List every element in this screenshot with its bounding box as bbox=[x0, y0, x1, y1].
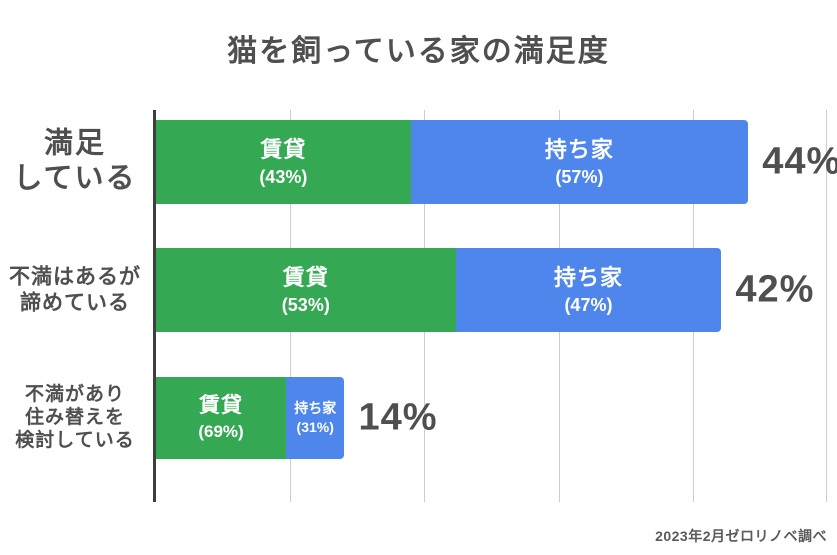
segment-percent-label: (31%) bbox=[296, 419, 334, 435]
total-percent-label: 42% bbox=[735, 268, 815, 311]
segment-name-label: 賃貸 bbox=[199, 394, 243, 418]
bar-track: 賃貸 (69%) 持ち家 (31%) 14% bbox=[156, 377, 829, 459]
stacked-bar: 賃貸 (43%) 持ち家 (57%) bbox=[156, 120, 749, 204]
category-label-satisfied: 満足 している bbox=[0, 127, 150, 198]
bar-row-satisfied: 満足 している 賃貸 (43%) 持ち家 (57%) 44% bbox=[0, 120, 837, 204]
total-percent-label: 14% bbox=[358, 396, 438, 439]
category-label-line: 住み替えを bbox=[24, 407, 125, 429]
stacked-bar: 賃貸 (53%) 持ち家 (47%) bbox=[156, 248, 722, 332]
bar-segment-rental: 賃貸 (69%) bbox=[156, 377, 287, 459]
gridline-50pct bbox=[826, 110, 827, 502]
segment-percent-label: (47%) bbox=[564, 294, 613, 315]
bar-segment-owned: 持ち家 (31%) bbox=[286, 377, 345, 459]
segment-name-label: 賃貸 bbox=[260, 137, 307, 162]
segment-name-label: 賃貸 bbox=[282, 265, 329, 290]
source-note: 2023年2月ゼロリノベ調べ bbox=[655, 528, 827, 544]
category-label-line: 満足 bbox=[43, 127, 106, 160]
segment-name-label: 持ち家 bbox=[294, 400, 337, 417]
category-label-line: している bbox=[13, 163, 137, 195]
segment-name-label: 持ち家 bbox=[544, 137, 614, 162]
bar-track: 賃貸 (53%) 持ち家 (47%) 42% bbox=[156, 248, 829, 332]
category-label-line: 諦めている bbox=[20, 291, 130, 314]
bar-row-dissatisfied-resigned: 不満はあるが 諦めている 賃貸 (53%) 持ち家 (47%) 42% bbox=[0, 248, 837, 332]
segment-percent-label: (69%) bbox=[198, 421, 244, 441]
total-percent-label: 44% bbox=[762, 140, 837, 183]
segment-percent-label: (53%) bbox=[281, 294, 330, 315]
bar-track: 賃貸 (43%) 持ち家 (57%) 44% bbox=[156, 120, 837, 204]
bar-segment-owned: 持ち家 (47%) bbox=[455, 248, 722, 332]
bar-row-considering-move: 不満があり 住み替えを 検討している 賃貸 (69%) 持ち家 (31%) 14… bbox=[0, 377, 837, 459]
chart-title: 猫を飼っている家の満足度 bbox=[227, 35, 610, 68]
category-label-dissatisfied-resigned: 不満はあるが 諦めている bbox=[0, 264, 150, 315]
segment-percent-label: (57%) bbox=[555, 166, 604, 187]
stacked-bar: 賃貸 (69%) 持ち家 (31%) bbox=[156, 377, 345, 459]
category-label-line: 不満があり bbox=[24, 384, 125, 406]
category-label-line: 検討している bbox=[15, 430, 135, 452]
segment-percent-label: (43%) bbox=[259, 166, 308, 187]
category-label-line: 不満はあるが bbox=[9, 265, 141, 289]
bar-segment-rental: 賃貸 (43%) bbox=[156, 120, 411, 204]
category-label-considering-move: 不満があり 住み替えを 検討している bbox=[0, 383, 150, 453]
segment-name-label: 持ち家 bbox=[553, 265, 623, 290]
bar-segment-rental: 賃貸 (53%) bbox=[156, 248, 456, 332]
bar-segment-owned: 持ち家 (57%) bbox=[410, 120, 749, 204]
